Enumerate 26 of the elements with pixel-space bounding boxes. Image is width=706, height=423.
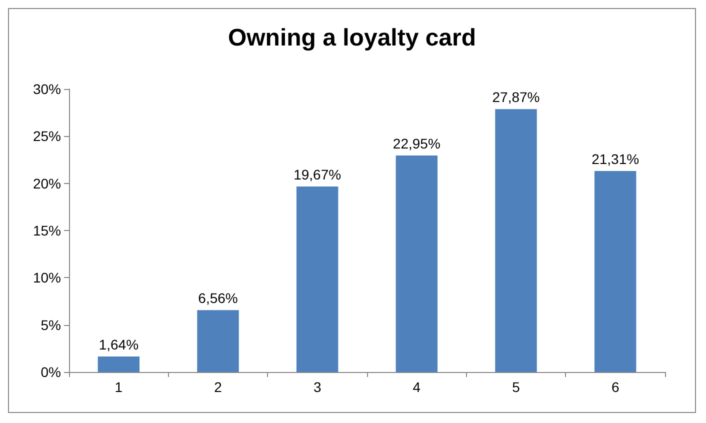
data-label: 19,67% [294, 166, 342, 182]
bar [296, 186, 338, 372]
x-tick-label: 4 [412, 379, 421, 395]
data-label: 21,31% [592, 150, 640, 167]
data-label: 1,64% [98, 336, 139, 353]
bar [396, 156, 438, 372]
x-tick-label: 6 [611, 379, 620, 395]
y-tick-label: 25% [32, 128, 61, 144]
data-label: 6,56% [198, 290, 238, 306]
chart-title: Owning a loyalty card [228, 24, 476, 52]
x-tick-label: 2 [214, 379, 222, 395]
data-label: 27,87% [492, 89, 540, 106]
bar [495, 109, 537, 372]
y-tick-label: 0% [40, 364, 61, 380]
y-tick-label: 30% [32, 81, 61, 97]
y-tick-label: 5% [40, 316, 61, 333]
bar [594, 170, 636, 372]
y-tick-label: 10% [32, 270, 61, 286]
y-tick-label: 20% [32, 175, 61, 192]
x-tick-label: 1 [114, 379, 123, 395]
bar [197, 310, 239, 372]
x-tick-label: 5 [512, 379, 520, 395]
x-tick-label: 3 [313, 379, 322, 395]
bar [98, 356, 140, 372]
data-label: 22,95% [392, 136, 440, 152]
y-tick-label: 15% [32, 222, 61, 238]
